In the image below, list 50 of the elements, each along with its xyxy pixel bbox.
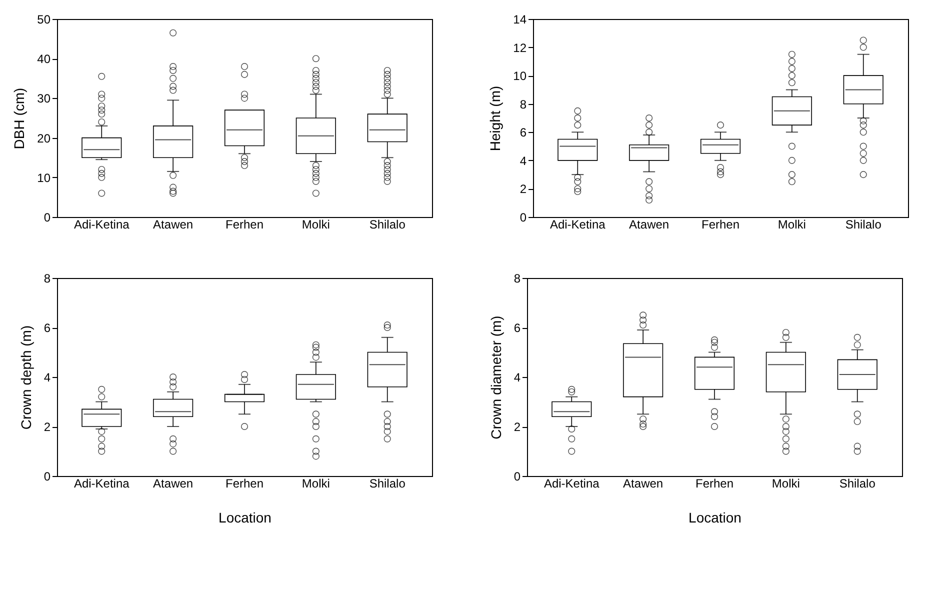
x-tick-label: Shilalo [369,218,406,232]
x-tick-label: Molki [778,218,806,232]
y-tick-label: 4 [44,370,51,384]
y-tick-label: 30 [37,92,51,106]
y-tick-label: 20 [37,131,51,146]
x-tick-label: Shilalo [839,476,876,490]
y-tick-label: 10 [513,69,527,84]
y-tick-label: 4 [520,154,527,168]
x-tick-label: Ferhen [701,218,740,232]
x-tick-label: Ferhen [225,476,264,490]
x-tick-label: Shilalo [845,218,882,232]
x-tick-label: Atawen [623,476,664,490]
y-axis-title: Height (m) [487,86,504,152]
y-tick-label: 2 [44,420,51,434]
y-tick-label: 0 [44,470,51,484]
y-tick-label: 6 [44,321,51,335]
x-tick-label: Adi-Ketina [550,218,606,232]
y-tick-label: 0 [44,210,51,224]
y-tick-label: 14 [513,12,527,26]
x-tick-label: Molki [302,218,330,232]
y-tick-label: 0 [520,210,527,224]
y-tick-label: 4 [514,370,521,384]
x-tick-label: Ferhen [225,218,264,232]
y-tick-label: 6 [520,126,527,140]
y-axis-title: Crown diameter (m) [488,316,504,440]
x-tick-label: Atawen [153,218,194,232]
y-tick-label: 8 [520,97,527,112]
y-tick-label: 6 [514,321,521,335]
x-tick-label: Adi-Ketina [74,476,130,490]
x-tick-label: Atawen [629,218,670,232]
y-tick-label: 50 [37,12,51,26]
x-tick-label: Adi-Ketina [544,476,600,490]
x-tick-label: Atawen [153,476,194,490]
y-tick-label: 0 [514,470,521,484]
x-tick-label: Shilalo [369,476,406,490]
x-axis-title: Location [218,510,272,526]
y-tick-label: 8 [514,272,521,286]
y-tick-label: 2 [520,182,527,196]
y-tick-label: 40 [37,52,51,66]
x-tick-label: Molki [772,476,800,490]
y-tick-label: 12 [513,40,527,55]
y-tick-label: 2 [514,420,521,434]
y-tick-label: 10 [37,170,51,185]
y-axis-title: Crown depth (m) [18,325,34,430]
x-tick-label: Molki [302,476,330,490]
x-axis-title: Location [688,510,742,526]
y-axis-title: DBH (cm) [11,88,28,150]
x-tick-label: Adi-Ketina [74,218,130,232]
x-tick-label: Ferhen [695,476,734,490]
y-tick-label: 8 [44,272,51,286]
